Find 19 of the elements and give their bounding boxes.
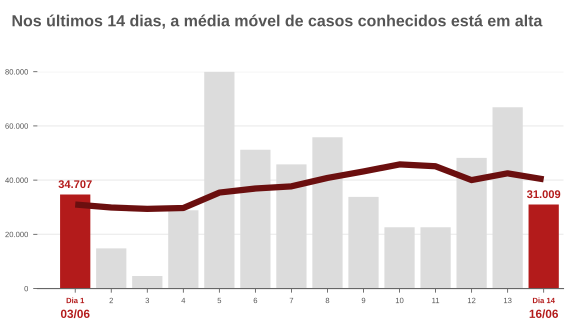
chart-title: Nos últimos 14 dias, a média móvel de casos conhecidos está em alta xyxy=(12,14,542,29)
bar xyxy=(528,204,559,289)
data-label: 31.009 xyxy=(526,190,560,198)
bar xyxy=(492,107,523,289)
bar xyxy=(276,164,307,289)
bar xyxy=(60,194,90,289)
text: 03/06 xyxy=(60,309,90,318)
data-label: 34.707 xyxy=(58,180,92,188)
text: 16/06 xyxy=(530,309,558,318)
bar xyxy=(312,137,343,289)
bar xyxy=(384,227,415,289)
bar xyxy=(168,210,198,289)
bar xyxy=(240,150,271,289)
bar xyxy=(132,276,162,289)
bar xyxy=(456,158,487,289)
bar xyxy=(420,227,451,289)
bar xyxy=(204,72,234,289)
bar xyxy=(96,248,126,289)
bar xyxy=(348,196,379,289)
